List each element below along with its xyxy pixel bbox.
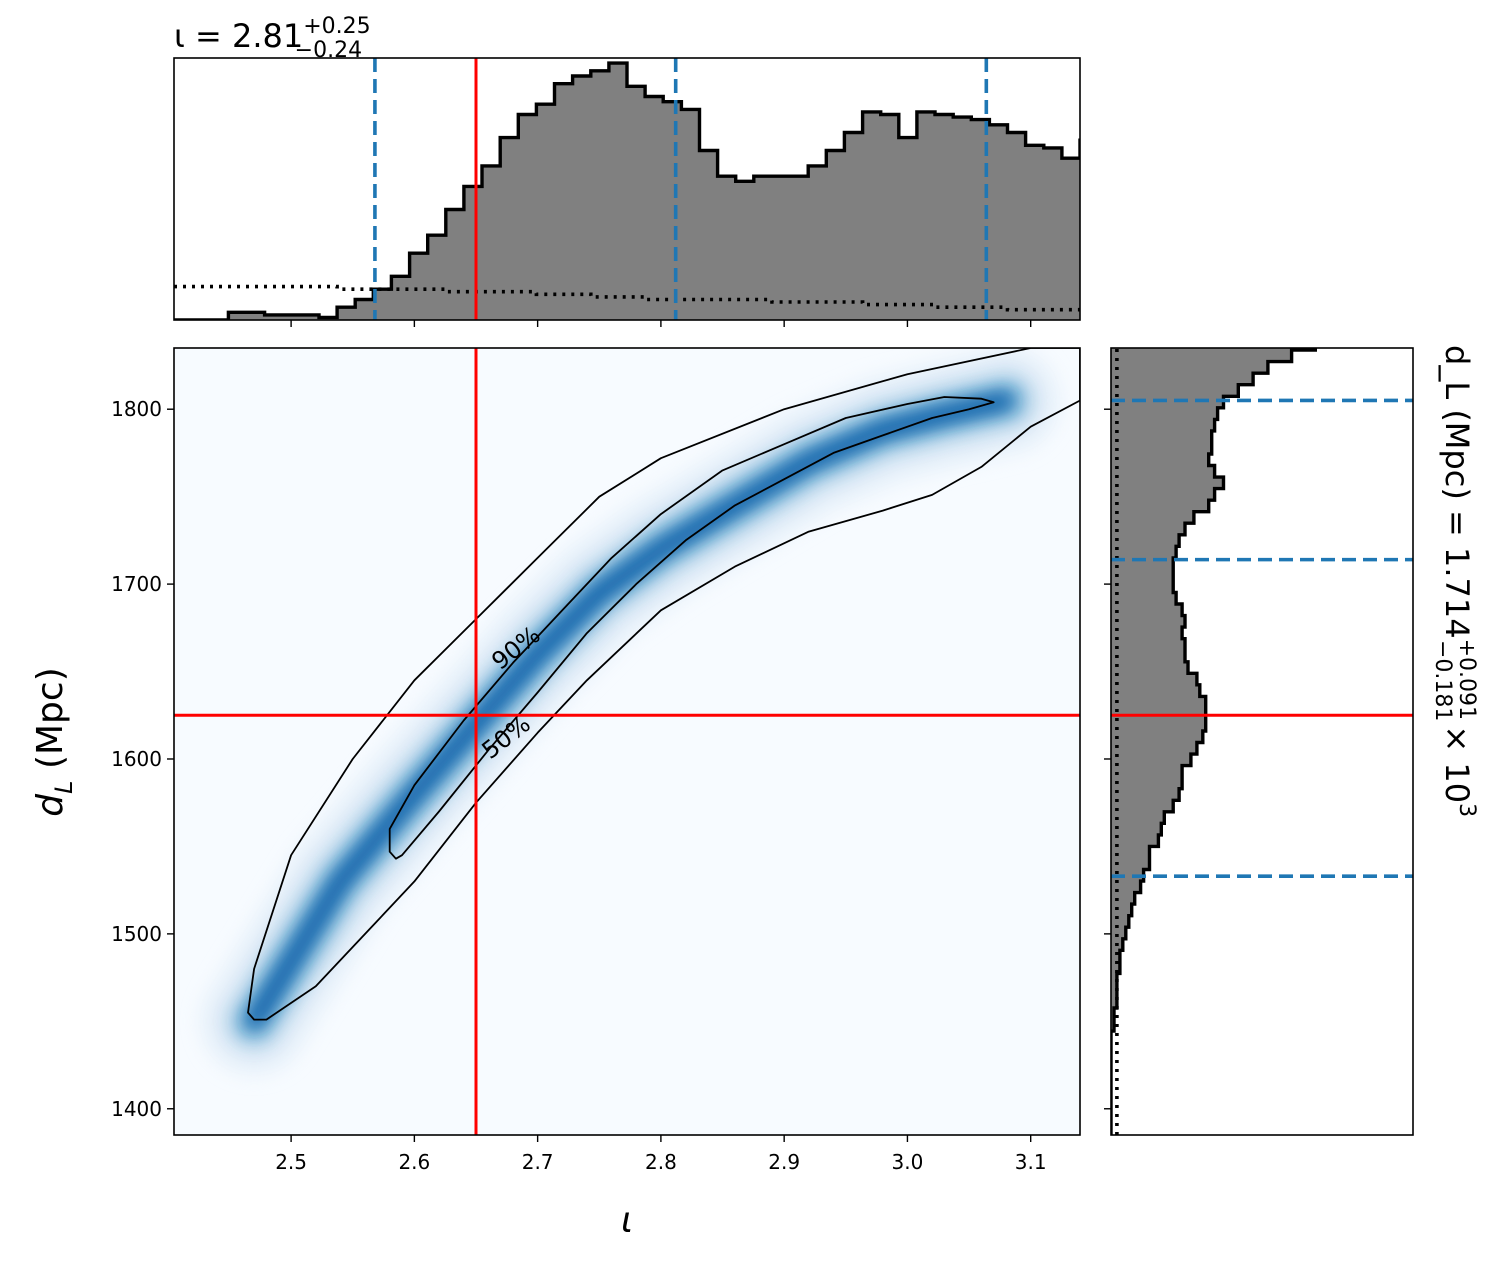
right-histogram-fill bbox=[1111, 348, 1316, 1135]
y-axis-subscript: L bbox=[50, 781, 78, 794]
top-title-sup: +0.25 bbox=[303, 14, 370, 39]
top-marginal-title: ι = 2.81+0.25 −0.24 bbox=[174, 14, 371, 63]
svg-text:d_L (Mpc) = 1.714+0.091−0.181×: d_L (Mpc) = 1.714+0.091−0.181× 103 bbox=[1430, 345, 1479, 817]
x-tick-label: 3.1 bbox=[1015, 1150, 1047, 1174]
right-title-suffix: × 10 bbox=[1438, 725, 1476, 803]
y-axis-symbol: d bbox=[30, 793, 71, 817]
right-marginal-panel: d_L (Mpc) = 1.714+0.091−0.181× 103 bbox=[1104, 345, 1479, 1136]
joint-contours bbox=[247, 348, 1080, 1021]
joint-injection-lines bbox=[174, 348, 1080, 1135]
contour-90pct bbox=[247, 348, 1080, 1021]
svg-text:dL (Mpc): dL (Mpc) bbox=[30, 667, 78, 816]
top-marginal-frame bbox=[173, 57, 1081, 321]
top-marginal-ticks bbox=[290, 320, 1032, 327]
y-tick-label: 1400 bbox=[111, 1097, 162, 1121]
top-marginal-histogram bbox=[174, 58, 1080, 320]
y-tick-label: 1800 bbox=[111, 397, 162, 421]
x-tick-label: 2.5 bbox=[275, 1150, 307, 1174]
y-tick-label: 1500 bbox=[111, 922, 162, 946]
y-axis-unit: (Mpc) bbox=[30, 667, 71, 780]
y-tick-label: 1700 bbox=[111, 572, 162, 596]
x-tick-label: 3.0 bbox=[892, 1150, 924, 1174]
joint-y-ticks: 1400 1500 1600 1700 1800 bbox=[111, 397, 174, 1121]
right-title-exp: 3 bbox=[1454, 803, 1479, 817]
top-title-sub: −0.24 bbox=[295, 38, 362, 63]
right-title-sub: −0.181 bbox=[1430, 640, 1455, 721]
x-tick-label: 2.9 bbox=[768, 1150, 800, 1174]
right-histogram-outline bbox=[1111, 348, 1317, 1135]
x-tick-label: 2.8 bbox=[645, 1150, 677, 1174]
joint-x-ticks: 2.5 2.6 2.7 2.8 2.9 3.0 3.1 bbox=[275, 1135, 1047, 1174]
joint-y-axis-title: dL (Mpc) bbox=[30, 667, 78, 816]
top-marginal-panel: ι = 2.81+0.25 −0.24 bbox=[173, 14, 1081, 327]
right-marginal-title: d_L (Mpc) = 1.714+0.091−0.181× 103 bbox=[1430, 345, 1479, 817]
x-tick-label: 2.7 bbox=[522, 1150, 554, 1174]
right-marginal-frame bbox=[1110, 347, 1414, 1136]
right-marginal-ticks bbox=[1104, 408, 1111, 1110]
top-histogram-outline bbox=[174, 61, 1080, 320]
contour-50pct bbox=[388, 396, 995, 860]
top-prior-line bbox=[174, 284, 1080, 315]
joint-x-axis-title: ι bbox=[621, 1200, 633, 1241]
x-tick-label: 2.6 bbox=[398, 1150, 430, 1174]
right-marginal-histogram bbox=[1111, 348, 1413, 1135]
y-tick-label: 1600 bbox=[111, 747, 162, 771]
top-histogram-fill bbox=[174, 63, 1080, 320]
right-title-sup: +0.091 bbox=[1454, 639, 1479, 720]
joint-frame bbox=[173, 347, 1081, 1136]
joint-panel: 2.5 2.6 2.7 2.8 2.9 3.0 3.1 1400 1500 1600 1700 18… bbox=[30, 347, 1081, 1241]
